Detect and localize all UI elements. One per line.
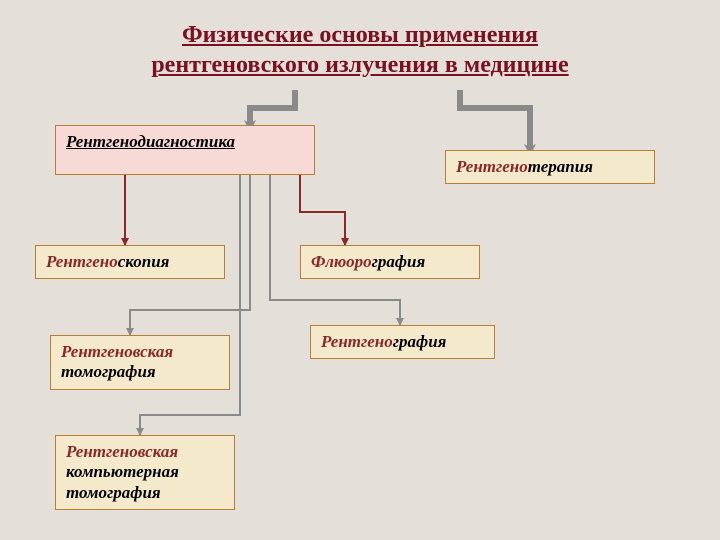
- edge-diag-to-ct: [140, 175, 240, 435]
- node-fluoro: Флюорография: [300, 245, 480, 279]
- diagram-canvas: Физические основы применения рентгеновск…: [0, 0, 720, 540]
- node-diag-label: Рентгенодиагностика: [66, 132, 235, 151]
- node-fluoro-prefix: Флюоро: [311, 252, 372, 271]
- node-tomo-suffix: томография: [61, 362, 156, 381]
- node-ct-prefix: Рентгеновская: [66, 442, 178, 461]
- node-tomo-prefix: Рентгеновская: [61, 342, 173, 361]
- node-radio-suffix: графия: [393, 332, 447, 351]
- node-radio-prefix: Рентгено: [321, 332, 393, 351]
- node-scopy: Рентгеноскопия: [35, 245, 225, 279]
- node-scopy-suffix: скопия: [118, 252, 170, 271]
- node-therapy-prefix: Рентгено: [456, 157, 528, 176]
- node-radio: Рентгенография: [310, 325, 495, 359]
- edge-diag-to-fluoro: [300, 175, 345, 245]
- node-tomo: Рентгеновская томография: [50, 335, 230, 390]
- edge-title-to-diag: [250, 90, 295, 126]
- title-line2: рентгеновского излучения в медицине: [151, 52, 568, 78]
- node-ct: Рентгеновская компьютерная томография: [55, 435, 235, 510]
- node-therapy-suffix: терапия: [528, 157, 593, 176]
- node-ct-suffix: компьютерная томография: [66, 462, 179, 501]
- diagram-title: Физические основы применения рентгеновск…: [0, 20, 720, 80]
- node-diag: Рентгенодиагностика: [55, 125, 315, 175]
- edge-title-to-therapy: [460, 90, 530, 150]
- node-fluoro-suffix: графия: [372, 252, 426, 271]
- title-line1: Физические основы применения: [182, 22, 538, 48]
- node-scopy-prefix: Рентгено: [46, 252, 118, 271]
- node-therapy: Рентгенотерапия: [445, 150, 655, 184]
